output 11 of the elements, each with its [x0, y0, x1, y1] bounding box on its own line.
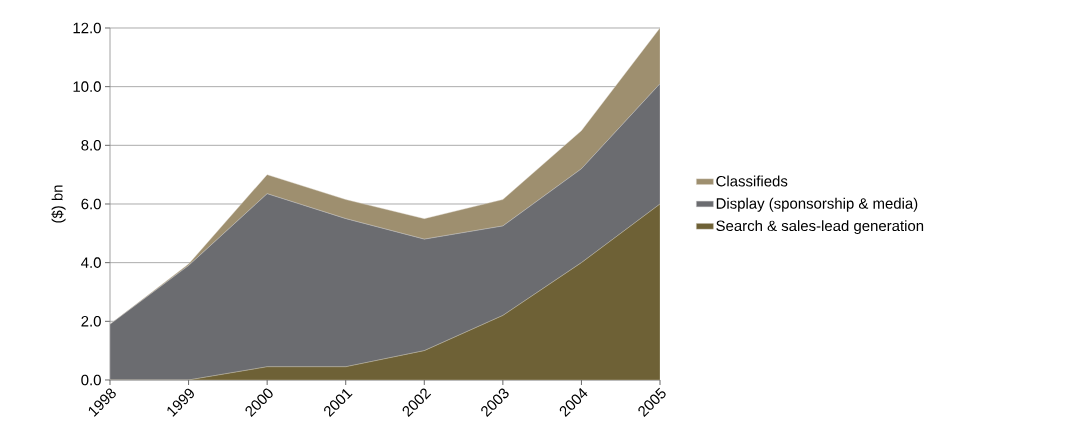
legend-label: Search & sales-lead generation [716, 220, 924, 235]
legend-label: Classifieds [716, 175, 788, 187]
y-tick-label: 12.0 [73, 22, 101, 34]
y-tick-label: 2.0 [81, 316, 101, 327]
y-tick-label: 0.0 [81, 374, 101, 386]
y-tick-label: 8.0 [81, 140, 101, 151]
y-tick-label: 10.0 [73, 81, 101, 92]
y-tick-label: 6.0 [81, 198, 101, 210]
y-tick-label: 4.0 [81, 257, 101, 268]
y-axis-title: ($) bn [51, 185, 66, 223]
legend-label: Display (sponsorship & media) [716, 197, 918, 212]
